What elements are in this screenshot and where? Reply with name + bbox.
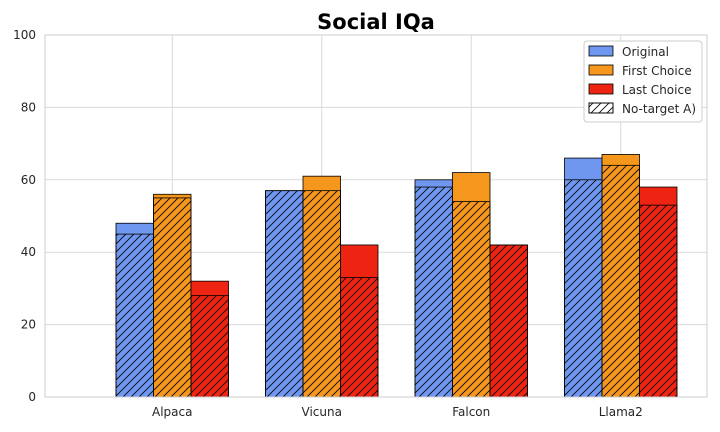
bars [115,154,678,398]
hatched-bar-first-choice-alpaca [153,197,192,398]
legend-label-original: Original [622,45,669,59]
y-tick-label: 40 [21,245,36,259]
hatched-bar-last-choice-falcon [489,244,528,398]
legend-frame [583,40,703,123]
x-tick-label: Falcon [452,405,490,419]
chart-title: Social IQa [317,10,435,34]
y-tick-label: 0 [28,390,36,404]
x-tick-label: Llama2 [599,405,643,419]
legend: Original First Choice Last Choice No-tar… [583,40,703,123]
hatched-bar-original-alpaca [115,233,154,398]
x-tick-label: Vicuna [302,405,342,419]
hatched-bar-last-choice-llama2 [639,204,678,398]
y-tick-label: 60 [21,173,36,187]
legend-swatch-first-choice [588,64,614,76]
hatched-bar-first-choice-llama2 [601,164,640,398]
hatched-bar-first-choice-falcon [452,201,491,398]
hatched-bar-first-choice-vicuna [302,190,341,398]
plot-frame [44,34,708,398]
y-tick-label: 20 [21,318,36,332]
hatched-bar-last-choice-vicuna [340,277,379,398]
legend-swatch-no-target-hatch [588,102,614,114]
hatched-bar-last-choice-alpaca [190,295,229,398]
axes: 0 20 40 60 80 100 Alpaca Vicuna Falcon Llama2 [13,28,708,419]
legend-label-first-choice: First Choice [622,64,692,78]
hatched-bar-original-vicuna [265,190,304,398]
legend-swatch-original [588,45,614,57]
hatched-bar-original-falcon [414,186,453,398]
legend-label-no-target: No-target A) [622,102,696,116]
x-tick-label: Alpaca [152,405,192,419]
y-tick-label: 80 [21,100,36,114]
y-tick-label: 100 [13,28,36,42]
legend-swatch-last-choice [588,83,614,95]
legend-label-last-choice: Last Choice [622,83,691,97]
hatched-bar-original-llama2 [564,179,603,398]
